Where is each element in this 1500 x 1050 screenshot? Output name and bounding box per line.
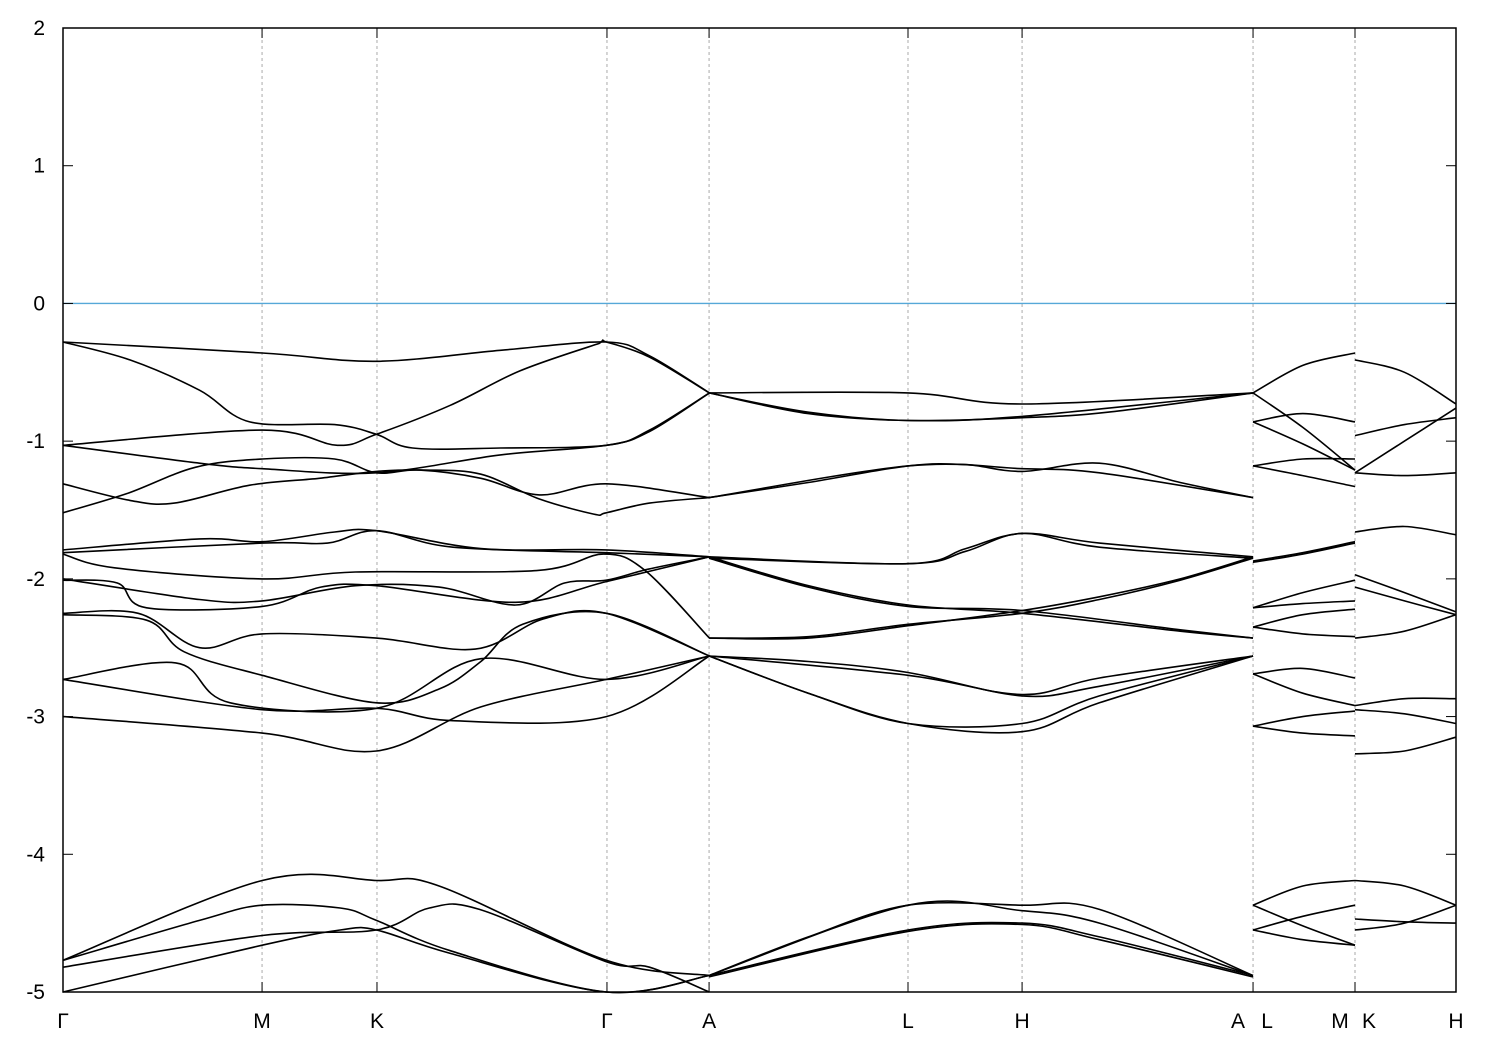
band-line	[62, 392, 710, 475]
band-line	[62, 553, 710, 639]
band-line	[62, 873, 710, 977]
y-tick-label: 1	[33, 155, 45, 178]
band-line	[708, 921, 1254, 977]
band-line	[1252, 352, 1356, 394]
band-line	[708, 463, 1254, 499]
band-line	[708, 392, 1254, 422]
x-tick-label: H	[1448, 1010, 1463, 1033]
band-line	[709, 556, 1254, 640]
band-line	[1354, 586, 1457, 616]
axis-ticks	[63, 27, 1456, 993]
x-tick-label: A	[702, 1010, 716, 1033]
band-line	[62, 469, 710, 516]
band-line	[1252, 904, 1356, 946]
x-tick-label: Γ	[601, 1010, 613, 1033]
band-line	[708, 556, 1254, 639]
band-line	[1354, 879, 1457, 906]
band-line	[1252, 392, 1356, 471]
band-line	[1354, 613, 1457, 639]
band-line	[1252, 412, 1356, 423]
x-tick-label: A	[1231, 1010, 1245, 1033]
band-line	[1252, 626, 1356, 638]
band-line	[62, 903, 710, 993]
x-tick-label: M	[1331, 1010, 1349, 1033]
gridlines	[261, 28, 1356, 992]
band-line	[62, 341, 710, 394]
band-line	[709, 655, 1254, 696]
band-line	[1354, 573, 1457, 613]
y-tick-labels: -5 -4 -3 -2 -1 0 1 2	[26, 17, 45, 1004]
band-line	[1252, 879, 1356, 906]
band-line	[708, 655, 1254, 734]
band-line	[1354, 525, 1457, 536]
band-line	[62, 341, 710, 450]
band-line	[62, 529, 710, 558]
band-line	[1252, 421, 1356, 471]
x-tick-label: H	[1014, 1010, 1029, 1033]
band-line	[708, 900, 1254, 977]
y-tick-label: -2	[26, 568, 45, 591]
band-line	[1252, 465, 1356, 488]
y-tick-label: -5	[26, 981, 45, 1004]
y-tick-label: -3	[26, 706, 45, 729]
y-tick-label: -4	[26, 843, 45, 866]
band-line	[1354, 359, 1457, 405]
band-line	[1354, 472, 1457, 477]
band-line	[62, 926, 710, 994]
x-tick-label: Γ	[57, 1010, 69, 1033]
band-line	[1354, 918, 1457, 924]
band-line	[1354, 407, 1457, 474]
band-line	[708, 922, 1254, 978]
y-tick-label: 0	[33, 292, 45, 315]
band-line	[62, 610, 710, 704]
band-line	[1252, 725, 1356, 737]
y-tick-label: 2	[33, 17, 45, 40]
band-line	[1354, 708, 1457, 725]
x-tick-label: M	[253, 1010, 271, 1033]
band-line	[1252, 608, 1356, 628]
x-tick-label: L	[902, 1010, 914, 1033]
band-line	[708, 557, 1254, 639]
band-line	[708, 901, 1254, 977]
band-line	[62, 339, 710, 447]
band-line	[62, 655, 710, 753]
plot-frame	[62, 27, 1457, 993]
band-line	[1252, 600, 1356, 609]
band-line	[1252, 929, 1356, 946]
band-line	[1252, 540, 1356, 562]
band-line	[1354, 416, 1457, 437]
band-line	[1252, 667, 1356, 679]
band-line	[62, 456, 710, 514]
band-line	[62, 556, 710, 611]
bands	[62, 339, 1457, 994]
band-line	[1252, 579, 1356, 609]
band-line	[1354, 904, 1457, 931]
band-line	[62, 556, 710, 606]
band-line	[62, 609, 710, 657]
y-tick-label: -1	[26, 430, 45, 453]
band-line	[62, 528, 710, 558]
band-line	[709, 557, 1254, 639]
x-tick-label: K	[370, 1010, 384, 1033]
x-tick-label: K	[1362, 1010, 1376, 1033]
band-line	[1354, 697, 1457, 707]
band-line	[1252, 710, 1356, 727]
band-line	[709, 391, 1254, 405]
band-line	[1252, 457, 1356, 467]
band-line	[709, 532, 1254, 565]
band-line	[1354, 736, 1457, 755]
band-line	[62, 655, 710, 725]
band-line	[1252, 542, 1356, 564]
band-line	[1252, 904, 1356, 931]
band-line	[708, 462, 1254, 499]
x-tick-label: L	[1261, 1010, 1273, 1033]
band-line	[1252, 673, 1356, 707]
band-line	[709, 532, 1254, 565]
